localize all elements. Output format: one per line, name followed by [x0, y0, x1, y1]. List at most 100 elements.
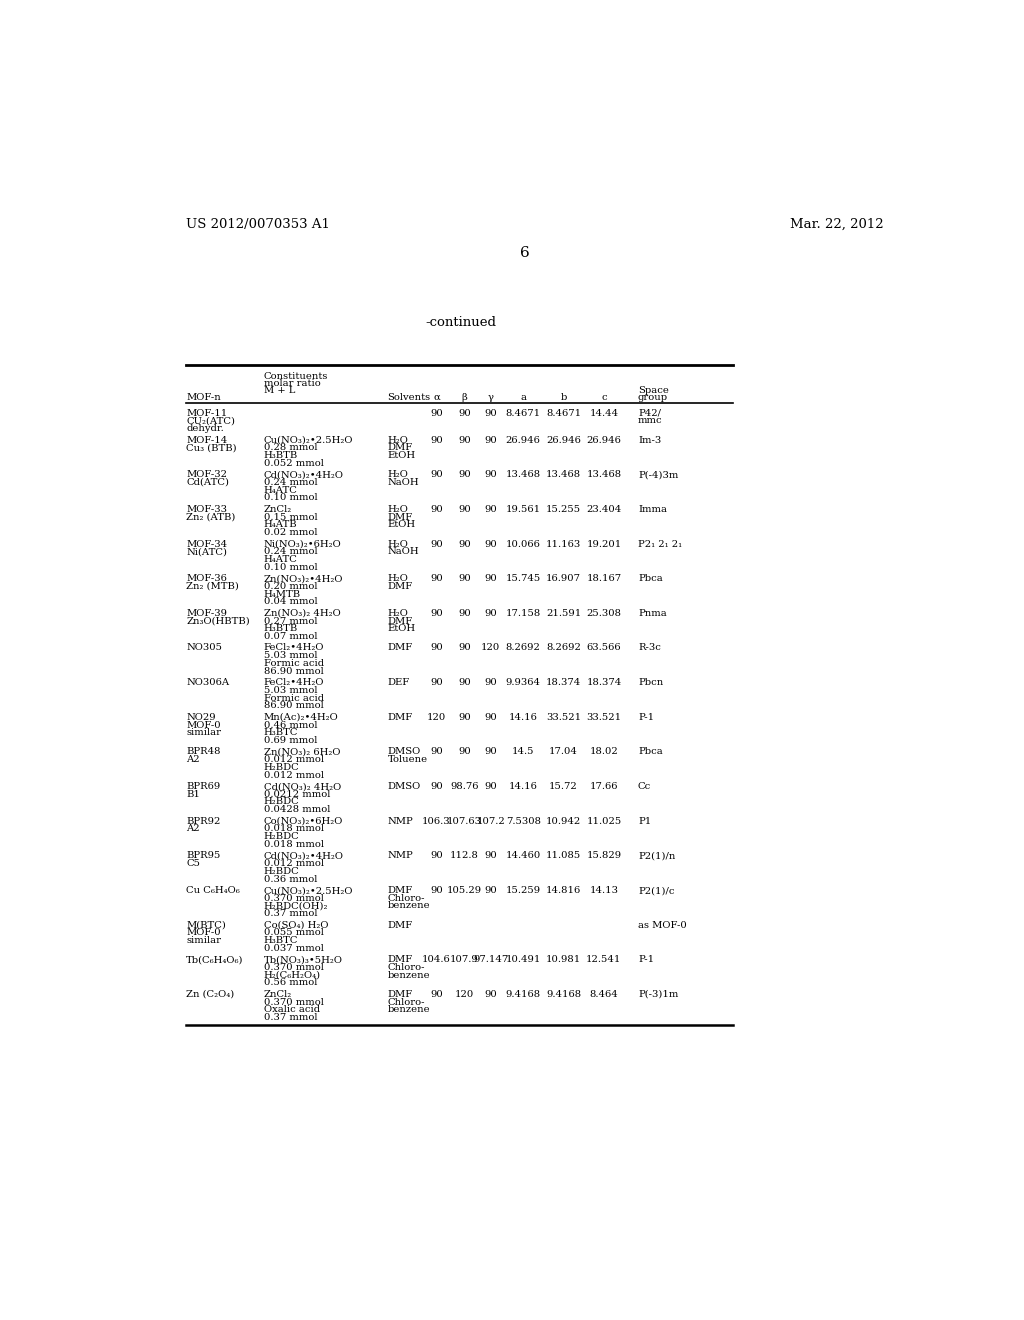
- Text: Space: Space: [638, 387, 669, 395]
- Text: H₄ATC: H₄ATC: [263, 554, 298, 564]
- Text: mmc: mmc: [638, 416, 663, 425]
- Text: CU₂(ATC): CU₂(ATC): [186, 416, 236, 425]
- Text: 0.018 mmol: 0.018 mmol: [263, 825, 324, 833]
- Text: A2: A2: [186, 755, 200, 764]
- Text: Pnma: Pnma: [638, 609, 667, 618]
- Text: 107.2: 107.2: [476, 817, 505, 826]
- Text: US 2012/0070353 A1: US 2012/0070353 A1: [186, 218, 330, 231]
- Text: Formic acid: Formic acid: [263, 659, 324, 668]
- Text: 0.20 mmol: 0.20 mmol: [263, 582, 317, 591]
- Text: Tb(NO₃)₃•5H₂O: Tb(NO₃)₃•5H₂O: [263, 956, 343, 965]
- Text: 90: 90: [430, 436, 442, 445]
- Text: 0.370 mmol: 0.370 mmol: [263, 998, 324, 1007]
- Text: P2₁ 2₁ 2₁: P2₁ 2₁ 2₁: [638, 540, 682, 549]
- Text: H₄ATC: H₄ATC: [263, 486, 298, 495]
- Text: DMF: DMF: [388, 990, 413, 999]
- Text: 0.10 mmol: 0.10 mmol: [263, 562, 317, 572]
- Text: Constituents: Constituents: [263, 372, 328, 381]
- Text: 8.464: 8.464: [590, 990, 618, 999]
- Text: 33.521: 33.521: [546, 713, 581, 722]
- Text: H₂O: H₂O: [388, 470, 409, 479]
- Text: 0.36 mmol: 0.36 mmol: [263, 874, 317, 883]
- Text: H₃BTB: H₃BTB: [263, 624, 298, 634]
- Text: MOF-n: MOF-n: [186, 393, 221, 403]
- Text: R-3c: R-3c: [638, 644, 660, 652]
- Text: MOF-36: MOF-36: [186, 574, 227, 583]
- Text: benzene: benzene: [388, 970, 430, 979]
- Text: 14.460: 14.460: [506, 851, 541, 861]
- Text: 90: 90: [484, 678, 497, 688]
- Text: 0.370 mmol: 0.370 mmol: [263, 894, 324, 903]
- Text: 15.72: 15.72: [549, 781, 578, 791]
- Text: Cu(NO₃)₂•2.5H₂O: Cu(NO₃)₂•2.5H₂O: [263, 886, 353, 895]
- Text: 0.28 mmol: 0.28 mmol: [263, 444, 317, 453]
- Text: DMF: DMF: [388, 956, 413, 965]
- Text: 90: 90: [484, 713, 497, 722]
- Text: 15.259: 15.259: [506, 886, 541, 895]
- Text: FeCl₂•4H₂O: FeCl₂•4H₂O: [263, 644, 325, 652]
- Text: 104.6: 104.6: [422, 956, 451, 965]
- Text: DMF: DMF: [388, 886, 413, 895]
- Text: Mar. 22, 2012: Mar. 22, 2012: [790, 218, 884, 231]
- Text: 8.4671: 8.4671: [546, 409, 581, 417]
- Text: α: α: [433, 393, 440, 403]
- Text: 8.4671: 8.4671: [506, 409, 541, 417]
- Text: H₂O: H₂O: [388, 609, 409, 618]
- Text: BPR95: BPR95: [186, 851, 220, 861]
- Text: DMF: DMF: [388, 512, 413, 521]
- Text: 17.158: 17.158: [506, 609, 541, 618]
- Text: Co(NO₃)₂•6H₂O: Co(NO₃)₂•6H₂O: [263, 817, 343, 826]
- Text: Co(SO₄) H₂O: Co(SO₄) H₂O: [263, 921, 328, 929]
- Text: 90: 90: [458, 436, 471, 445]
- Text: NO306A: NO306A: [186, 678, 229, 688]
- Text: 90: 90: [430, 574, 442, 583]
- Text: DEF: DEF: [388, 678, 410, 688]
- Text: 0.055 mmol: 0.055 mmol: [263, 928, 324, 937]
- Text: 90: 90: [484, 990, 497, 999]
- Text: 90: 90: [484, 886, 497, 895]
- Text: NO29: NO29: [186, 713, 216, 722]
- Text: H₂BDC: H₂BDC: [263, 763, 299, 772]
- Text: B1: B1: [186, 789, 200, 799]
- Text: FeCl₂•4H₂O: FeCl₂•4H₂O: [263, 678, 325, 688]
- Text: 86.90 mmol: 86.90 mmol: [263, 667, 324, 676]
- Text: Pbca: Pbca: [638, 574, 663, 583]
- Text: H₂BDC: H₂BDC: [263, 832, 299, 841]
- Text: Cd(ATC): Cd(ATC): [186, 478, 229, 487]
- Text: NaOH: NaOH: [388, 548, 419, 556]
- Text: H₂O: H₂O: [388, 574, 409, 583]
- Text: DMSO: DMSO: [388, 781, 421, 791]
- Text: 0.37 mmol: 0.37 mmol: [263, 1014, 317, 1022]
- Text: ZnCl₂: ZnCl₂: [263, 506, 292, 513]
- Text: 90: 90: [458, 506, 471, 513]
- Text: M + L: M + L: [263, 387, 295, 395]
- Text: 13.468: 13.468: [546, 470, 581, 479]
- Text: 0.07 mmol: 0.07 mmol: [263, 632, 317, 642]
- Text: 90: 90: [484, 506, 497, 513]
- Text: H₂BDC(OH)₂: H₂BDC(OH)₂: [263, 902, 328, 911]
- Text: 105.29: 105.29: [446, 886, 482, 895]
- Text: 15.255: 15.255: [546, 506, 581, 513]
- Text: NO305: NO305: [186, 644, 222, 652]
- Text: 0.0212 mmol: 0.0212 mmol: [263, 789, 330, 799]
- Text: Im-3: Im-3: [638, 436, 662, 445]
- Text: 0.370 mmol: 0.370 mmol: [263, 964, 324, 972]
- Text: 0.27 mmol: 0.27 mmol: [263, 616, 317, 626]
- Text: 16.907: 16.907: [546, 574, 581, 583]
- Text: 90: 90: [430, 470, 442, 479]
- Text: 0.052 mmol: 0.052 mmol: [263, 459, 324, 467]
- Text: 18.02: 18.02: [590, 747, 618, 756]
- Text: 0.10 mmol: 0.10 mmol: [263, 494, 317, 503]
- Text: H₂O: H₂O: [388, 506, 409, 513]
- Text: 120: 120: [427, 713, 446, 722]
- Text: 90: 90: [484, 436, 497, 445]
- Text: H₂(C₆H₂O₄): H₂(C₆H₂O₄): [263, 970, 321, 979]
- Text: Cu(NO₃)₂•2.5H₂O: Cu(NO₃)₂•2.5H₂O: [263, 436, 353, 445]
- Text: 12.541: 12.541: [586, 956, 622, 965]
- Text: P2(1)/c: P2(1)/c: [638, 886, 675, 895]
- Text: 15.829: 15.829: [587, 851, 622, 861]
- Text: MOF-0: MOF-0: [186, 928, 221, 937]
- Text: H₄ATB: H₄ATB: [263, 520, 297, 529]
- Text: Zn(NO₃)₂ 6H₂O: Zn(NO₃)₂ 6H₂O: [263, 747, 340, 756]
- Text: 112.8: 112.8: [450, 851, 479, 861]
